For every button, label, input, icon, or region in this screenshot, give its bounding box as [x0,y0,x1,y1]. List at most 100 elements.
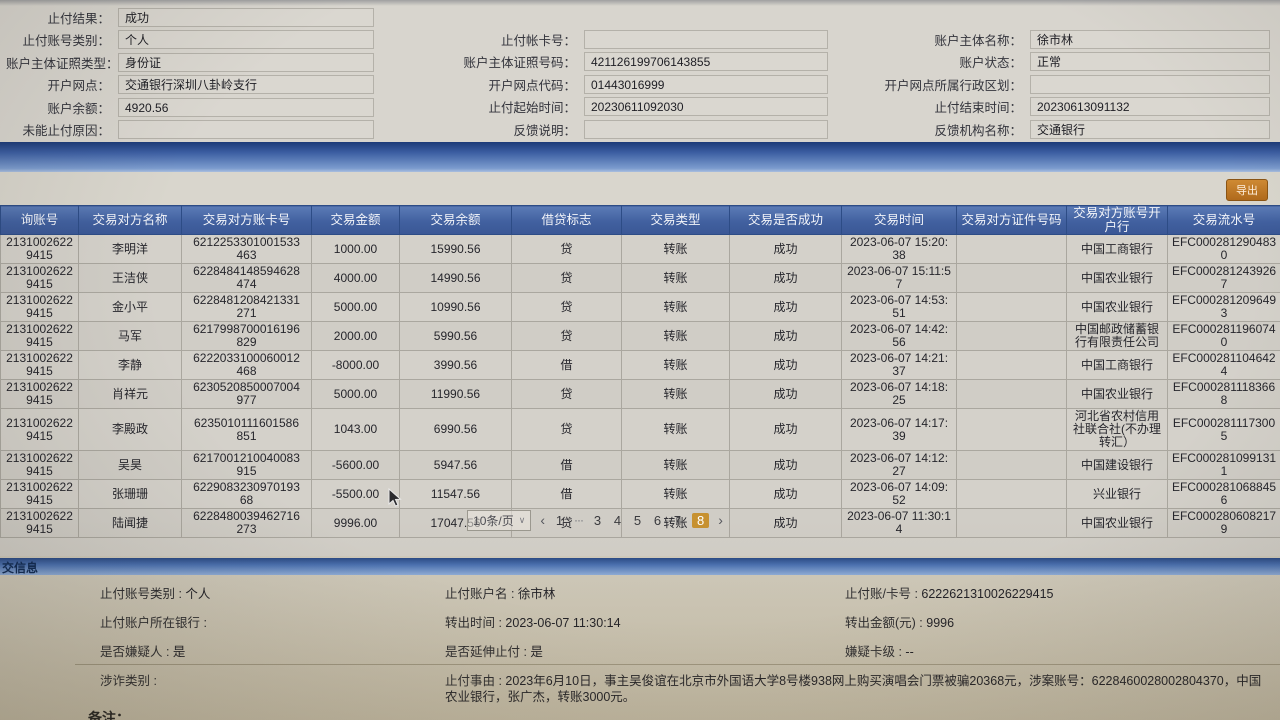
table-cell: 中国工商银行 [1066,234,1168,264]
field-value: 9996 [926,616,955,630]
prev-page-icon[interactable]: ‹ [540,512,546,528]
column-header: 交易余额 [399,205,512,235]
form-field-row: 止付结束时间： 20230613091132 [862,96,1270,119]
table-cell: 转账 [621,379,730,409]
field-label: 止付结果： [47,11,110,26]
table-cell: 21310026229415 [0,450,79,480]
table-cell: 转账 [621,508,730,538]
form-column-right: 账户主体名称： 徐市林 账户状态： 正常 开户网点所属行政区划： 止付结束时间： 20230… [862,28,1270,141]
divider [75,664,1280,665]
table-cell: 马军 [78,321,182,351]
table-cell [956,479,1067,509]
table-cell: 中国工商银行 [1066,350,1168,380]
form-field-row: 账户状态： 正常 [862,51,1270,74]
note-label: 备注： [88,710,130,720]
table-cell: 贷 [511,379,622,409]
field-label: 开户网点代码： [488,78,576,93]
field-value: 身份证 [118,52,374,72]
table-cell [956,321,1067,351]
field-label: 涉诈类别 : [100,674,157,688]
table-header-row: 询账号 交易对方名称 交易对方账卡号 交易金额 交易余额 借贷标志 交易类型 交易是否成功 交易… [0,205,1280,235]
table-cell: EFC0002811046424 [1167,350,1280,380]
form-field-row: 止付起始时间： 20230611092030 [432,96,828,119]
table-cell: -8000.00 [311,350,400,380]
table-cell: 2023-06-07 14:18:25 [841,379,957,409]
table-cell: 21310026229415 [0,479,79,509]
table-cell: 6212253301001533463 [181,234,312,264]
field-label: 止付事由 : [445,674,506,688]
field-value [1030,74,1270,94]
field-label: 账户余额： [47,101,110,116]
table-cell: 1000.00 [311,234,400,264]
table-cell: 11547.56 [399,479,512,509]
table-cell: 贷 [511,321,622,351]
table-cell: 转账 [621,292,730,322]
export-button[interactable]: 导出 [1226,179,1268,201]
table-cell: 贷 [511,234,622,264]
table-cell: 6222033100060012468 [181,350,312,380]
detail-column-middle: 止付账户名 : 徐市林 转出时间 : 2023-06-07 11:30:14 是否延… [445,586,1270,704]
column-header: 借贷标志 [511,205,622,235]
table-cell: -5500.00 [311,479,400,509]
field-value: 成功 [118,7,374,27]
form-field-row: 反馈说明： [432,118,828,141]
table-cell: 李明洋 [78,234,182,264]
field-label: 止付结束时间： [934,101,1022,116]
pagination: 10条/页 ∨ ‹ 1 ··· 3 4 5 6 7 8 › [0,507,1280,533]
table-cell: 4000.00 [311,263,400,293]
table-cell: 3990.56 [399,350,512,380]
table-row: 21310026229415 吴昊 6217001210040083915 -5600… [0,450,1280,480]
table-cell: 中国农业银行 [1066,263,1168,293]
table-row: 21310026229415 李静 6222033100060012468 -8000… [0,350,1280,380]
field-label: 开户网点： [47,79,110,94]
table-cell: EFC0002810991311 [1167,450,1280,480]
table-cell: EFC0002812096493 [1167,292,1280,322]
table-cell: 2023-06-07 14:09:52 [841,479,957,509]
field-label: 止付账/卡号 : [845,587,922,601]
table-cell: 成功 [729,379,842,409]
table-cell: 转账 [621,321,730,351]
page-button[interactable]: 6 [653,512,662,528]
next-page-icon[interactable]: › [718,512,723,528]
detail-field-row: 止付账户所在银行 : [100,615,430,644]
detail-column-right: 止付账/卡号 : 6222621310026229415 转出金额(元) : 99… [845,586,1270,673]
form-field-row: 未能止付原因： [6,119,374,142]
table-cell: EFC0002812439267 [1167,263,1280,293]
form-field-row: 账户主体证照类型： 身份证 [6,51,374,74]
table-cell: 2023-06-07 15:20:38 [841,234,957,264]
table-cell: 2023-06-07 14:53:51 [841,292,957,322]
page-button[interactable]: 4 [613,512,622,528]
field-label: 止付账户所在银行 : [100,616,207,630]
table-cell: 21310026229415 [0,234,79,264]
detail-column-left: 止付账号类别 : 个人 止付账户所在银行 : 是否嫌疑人 : 是涉诈类别 : [100,586,430,702]
table-cell: 2023-06-07 15:11:57 [841,263,957,293]
page-button[interactable]: 1 [555,512,564,528]
page-size-select[interactable]: 10条/页 ∨ [467,509,532,531]
table-cell: 陆闻捷 [78,508,182,538]
page-buttons: ‹ 1 ··· 3 4 5 6 7 8 › [540,512,723,528]
form-field-row: 止付账号类别： 个人 [6,29,374,52]
detail-field-row: 转出金额(元) : 9996 [845,615,1270,644]
table-cell [956,292,1067,322]
table-cell: 2023-06-07 14:42:56 [841,321,957,351]
table-cell: 成功 [729,292,842,322]
table-cell: 李静 [78,350,182,380]
page-button[interactable]: 7 [673,512,682,528]
field-value: 6222621310026229415 [921,587,1054,601]
table-cell: 21310026229415 [0,379,79,409]
table-cell [956,350,1067,380]
table-cell: 622908323097019368 [181,479,312,509]
page-button[interactable]: 5 [633,512,642,528]
table-cell [956,263,1067,293]
table-cell: 6235010111601586851 [181,408,312,451]
page-button[interactable]: 3 [593,512,602,528]
table-cell: 6217998700016196829 [181,321,312,351]
field-label: 账户主体名称： [934,33,1022,48]
table-toolbar: 导出 [0,172,1280,205]
table-cell: 金小平 [78,292,182,322]
table-cell: 王洁侠 [78,263,182,293]
table-cell: 李殿政 [78,408,182,451]
field-label: 止付起始时间： [488,101,576,116]
table-cell: 6228480039462716273 [181,508,312,538]
page-button[interactable]: 8 [692,512,710,528]
